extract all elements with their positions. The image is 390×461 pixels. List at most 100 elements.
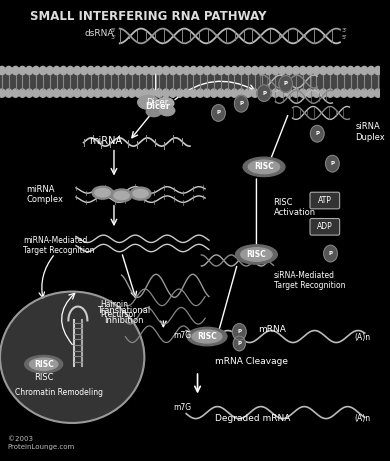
Circle shape bbox=[258, 89, 265, 97]
Circle shape bbox=[122, 89, 128, 97]
Text: P: P bbox=[238, 341, 241, 346]
Text: siRNA-Mediated
Target Recognition: siRNA-Mediated Target Recognition bbox=[273, 271, 345, 290]
Circle shape bbox=[197, 89, 204, 97]
Circle shape bbox=[361, 89, 368, 97]
Circle shape bbox=[265, 66, 272, 75]
Circle shape bbox=[87, 66, 94, 75]
Circle shape bbox=[53, 89, 60, 97]
Circle shape bbox=[169, 66, 176, 75]
Circle shape bbox=[149, 89, 156, 97]
Text: miRNA
Complex: miRNA Complex bbox=[27, 185, 64, 204]
Circle shape bbox=[190, 66, 197, 75]
FancyBboxPatch shape bbox=[310, 219, 340, 235]
Text: 5': 5' bbox=[342, 35, 347, 40]
Circle shape bbox=[128, 89, 135, 97]
Text: P: P bbox=[262, 91, 266, 95]
Text: ProteinLounge.com: ProteinLounge.com bbox=[7, 444, 75, 450]
Ellipse shape bbox=[187, 327, 227, 346]
Ellipse shape bbox=[25, 355, 63, 373]
Circle shape bbox=[292, 66, 300, 75]
Circle shape bbox=[74, 66, 81, 75]
Text: Dicer: Dicer bbox=[147, 98, 169, 107]
Text: miRNA: miRNA bbox=[89, 136, 122, 146]
Text: Translational
Inhibition: Translational Inhibition bbox=[97, 306, 150, 325]
Circle shape bbox=[128, 66, 135, 75]
Text: ADP: ADP bbox=[317, 222, 333, 231]
Text: siRNA
Duplex: siRNA Duplex bbox=[355, 122, 385, 142]
Circle shape bbox=[245, 89, 252, 97]
Text: miRNA-Mediated
Target Recognition: miRNA-Mediated Target Recognition bbox=[23, 236, 94, 255]
Circle shape bbox=[292, 89, 300, 97]
Ellipse shape bbox=[130, 187, 151, 200]
Circle shape bbox=[183, 89, 190, 97]
Text: dsRNA: dsRNA bbox=[85, 29, 114, 38]
Circle shape bbox=[279, 66, 286, 75]
Circle shape bbox=[306, 89, 313, 97]
Circle shape bbox=[5, 66, 12, 75]
Circle shape bbox=[176, 89, 183, 97]
Circle shape bbox=[347, 66, 354, 75]
Circle shape bbox=[272, 66, 279, 75]
Circle shape bbox=[327, 89, 333, 97]
Circle shape bbox=[12, 89, 19, 97]
Ellipse shape bbox=[241, 248, 272, 261]
Circle shape bbox=[94, 89, 101, 97]
Circle shape bbox=[81, 89, 87, 97]
Ellipse shape bbox=[236, 245, 277, 264]
Circle shape bbox=[340, 66, 347, 75]
Circle shape bbox=[94, 66, 101, 75]
Circle shape bbox=[327, 66, 333, 75]
Ellipse shape bbox=[192, 330, 222, 343]
Circle shape bbox=[217, 66, 224, 75]
Ellipse shape bbox=[248, 160, 280, 174]
Circle shape bbox=[204, 66, 211, 75]
Circle shape bbox=[231, 66, 238, 75]
Circle shape bbox=[19, 89, 26, 97]
Text: (A)n: (A)n bbox=[354, 333, 370, 342]
Text: (A)n: (A)n bbox=[354, 414, 370, 423]
Circle shape bbox=[211, 66, 217, 75]
Circle shape bbox=[224, 89, 231, 97]
Bar bbox=[0, 67, 380, 97]
Ellipse shape bbox=[243, 157, 285, 177]
Text: P: P bbox=[239, 101, 243, 106]
Circle shape bbox=[368, 66, 374, 75]
Circle shape bbox=[272, 89, 279, 97]
Circle shape bbox=[33, 66, 39, 75]
Circle shape bbox=[286, 66, 292, 75]
Text: ©2003: ©2003 bbox=[7, 436, 33, 442]
Circle shape bbox=[0, 66, 5, 75]
Text: Degraded mRNA: Degraded mRNA bbox=[215, 414, 290, 423]
Circle shape bbox=[306, 66, 313, 75]
Text: Chromatin Remodeling: Chromatin Remodeling bbox=[15, 388, 103, 397]
Circle shape bbox=[0, 89, 5, 97]
Text: RISC: RISC bbox=[197, 332, 217, 341]
Ellipse shape bbox=[29, 358, 58, 370]
Circle shape bbox=[257, 85, 271, 101]
Text: m7G: m7G bbox=[173, 331, 191, 340]
Text: P: P bbox=[315, 131, 319, 136]
Circle shape bbox=[142, 89, 149, 97]
Circle shape bbox=[108, 89, 115, 97]
Circle shape bbox=[101, 89, 108, 97]
Circle shape bbox=[279, 89, 286, 97]
Circle shape bbox=[265, 89, 272, 97]
Circle shape bbox=[333, 89, 340, 97]
Circle shape bbox=[204, 89, 211, 97]
Circle shape bbox=[26, 89, 33, 97]
Circle shape bbox=[5, 89, 12, 97]
Circle shape bbox=[300, 66, 306, 75]
Ellipse shape bbox=[160, 106, 175, 116]
Circle shape bbox=[67, 89, 74, 97]
FancyBboxPatch shape bbox=[310, 192, 340, 209]
Text: RISC: RISC bbox=[34, 360, 53, 369]
Text: RISC: RISC bbox=[246, 250, 266, 259]
Circle shape bbox=[115, 66, 122, 75]
Circle shape bbox=[347, 89, 354, 97]
Ellipse shape bbox=[146, 106, 161, 117]
Circle shape bbox=[135, 66, 142, 75]
Circle shape bbox=[197, 66, 204, 75]
Ellipse shape bbox=[95, 189, 110, 197]
Text: P: P bbox=[238, 330, 241, 334]
Circle shape bbox=[333, 66, 340, 75]
